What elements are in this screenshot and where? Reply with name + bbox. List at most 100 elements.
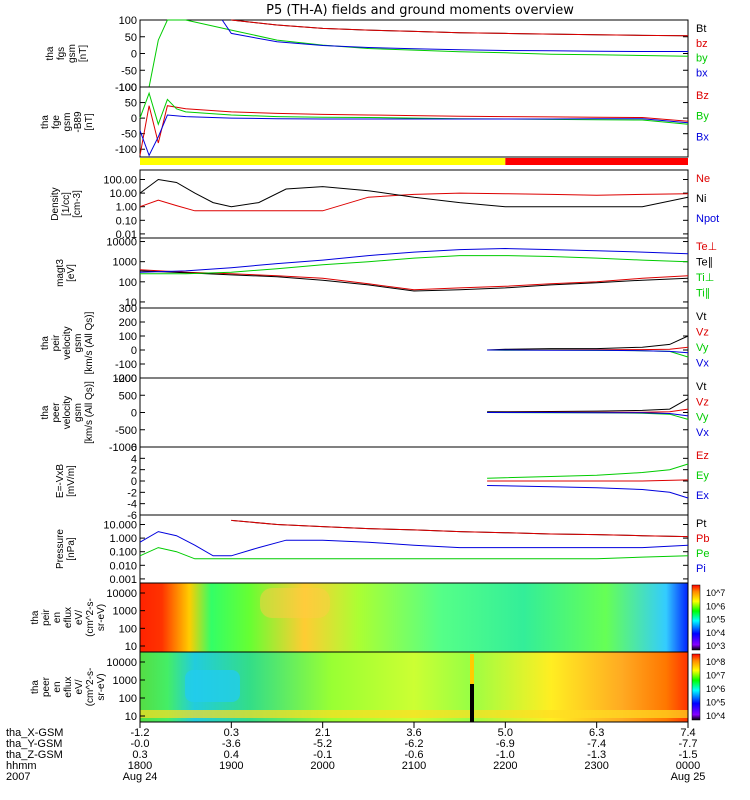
ylabel-line: peer (51, 402, 62, 423)
series-pt (231, 519, 689, 538)
series-ez (487, 479, 689, 482)
peir_eflux-spectrogram (140, 583, 688, 652)
colorbar-tick-label: 10^3 (706, 641, 725, 651)
ytick-label: 1000 (113, 675, 137, 687)
xaxis-row-label: hhmm (6, 760, 37, 772)
legend-entry: bz (696, 38, 708, 50)
series-ti∥ (140, 255, 689, 275)
xtick-x: 3.6 (406, 727, 421, 739)
ylabel-line: (cm^2-s- (85, 668, 96, 707)
ytick-label: -1000 (109, 442, 137, 454)
legend-entry: Vy (696, 412, 709, 424)
panel-fgs: 100 50 0 -50 -100 tha fgs gsm [nT] Bt bz by bx (45, 15, 708, 94)
ylabel-line: gsm (62, 113, 73, 132)
ylabel-line: fgs (56, 47, 67, 60)
ytick-label: 100 (119, 82, 137, 94)
series-by (139, 91, 689, 126)
ytick-label: 50 (125, 98, 137, 110)
ytick-label: 0 (131, 408, 137, 420)
series-pe (139, 547, 689, 560)
series-ey (487, 463, 689, 479)
colorbar-tick-label: 10^7 (706, 588, 725, 598)
ylabel-line: tha (40, 405, 51, 419)
legend-entry: Pi (696, 563, 706, 575)
legend-entry: Ti∥ (696, 288, 710, 300)
ytick-label: 10.00 (109, 188, 137, 200)
ytick-label: -200 (115, 373, 137, 385)
ylabel-line: eV/ (74, 610, 85, 625)
ytick-label: 0.01 (116, 229, 137, 241)
legend-entry: Ey (696, 470, 709, 482)
series-vt (487, 398, 689, 413)
ylabel-line: (cm^2-s- (85, 598, 96, 637)
xaxis-row-label: tha_Y-GSM (6, 738, 62, 750)
xtick-y: -7.7 (679, 738, 698, 750)
series-te⊥ (139, 269, 689, 291)
legend-entry: Vt (696, 381, 706, 393)
ylabel-line: tha (40, 336, 51, 350)
peer-eflux-band (140, 710, 688, 718)
ytick-label: -2 (127, 487, 137, 499)
ytick-label: 6 (131, 442, 137, 454)
xtick-z: 0.3 (132, 749, 147, 761)
peir_eflux-colorbar (691, 584, 701, 651)
ylabel-line: sr-eV) (96, 673, 107, 700)
colorbar-tick-label: 10^6 (706, 601, 725, 611)
ylabel-line: [1/cc] (61, 192, 72, 216)
ytick-label: 100 (119, 277, 137, 289)
panel-peir_eflux: 10000 1000 100 10 10^7 10^6 10^5 10^4 10^3 tha pei… (30, 582, 725, 653)
ytick-label: 100.00 (103, 175, 137, 187)
ytick-label: 0 (131, 476, 137, 488)
panel-peer_velocity: 1000 500 0 -500 -1000 tha peer velocity gsm [km/s… (40, 373, 709, 454)
ylabel-line: tha (45, 46, 56, 60)
panel-temperature: 10000 1000 100 10 magt3 [eV] Te⊥ Te∥ Ti⊥ Ti∥ (55, 237, 717, 309)
peer-eflux-blob (185, 670, 240, 702)
ylabel-line: peer (41, 676, 52, 697)
ytick-label: 0.100 (109, 547, 137, 559)
colorbar-tick-label: 10^4 (706, 711, 725, 721)
ytick-label: 0.10 (116, 215, 137, 227)
ylabel-line: Pressure (55, 529, 66, 569)
series-pi (139, 531, 689, 557)
legend-entry: by (696, 53, 708, 65)
ylabel-line: en (52, 681, 63, 692)
ytick-label: 10 (125, 711, 137, 723)
series-vx (487, 349, 689, 354)
xtick-z: -1.5 (679, 749, 698, 761)
colorbar-tick-label: 10^5 (706, 615, 725, 625)
ytick-label: 200 (119, 317, 137, 329)
ytick-label: -6 (127, 510, 137, 522)
pressure-frame (139, 514, 689, 584)
xtick-x: 5.0 (498, 727, 513, 739)
legend-entry: Ni (696, 193, 706, 205)
ytick-label: -100 (115, 359, 137, 371)
ylabel-line: [mV/m] (66, 465, 77, 497)
series-ti⊥ (139, 247, 689, 273)
series-bx (221, 19, 688, 52)
xaxis-row-label: 2007 (6, 771, 30, 783)
ytick-label: -50 (121, 129, 137, 141)
ylabel-line: en (52, 612, 63, 623)
ylabel-line: Density (50, 187, 61, 220)
ytick-label: 0 (131, 49, 137, 61)
series-bt (231, 19, 689, 37)
ytick-label: 100 (119, 623, 137, 635)
series-vx (487, 412, 689, 417)
ytick-label: -4 (127, 499, 137, 511)
series-bx (139, 114, 689, 157)
ytick-label: 10000 (106, 237, 137, 249)
ytick-label: 1000 (113, 373, 137, 385)
xtick-x: 2.1 (315, 727, 330, 739)
ytick-label: 1000 (113, 257, 137, 269)
ylabel-line: peir (41, 608, 52, 625)
series-bz (139, 105, 689, 156)
legend-entry: By (696, 111, 709, 123)
ylabel-line: velocity (62, 326, 73, 359)
fge-frame (139, 86, 689, 158)
ytick-label: 4 (131, 453, 137, 465)
ytick-label: 300 (119, 303, 137, 315)
legend-entry: Ne (696, 173, 710, 185)
legend-entry: Vz (696, 327, 709, 339)
